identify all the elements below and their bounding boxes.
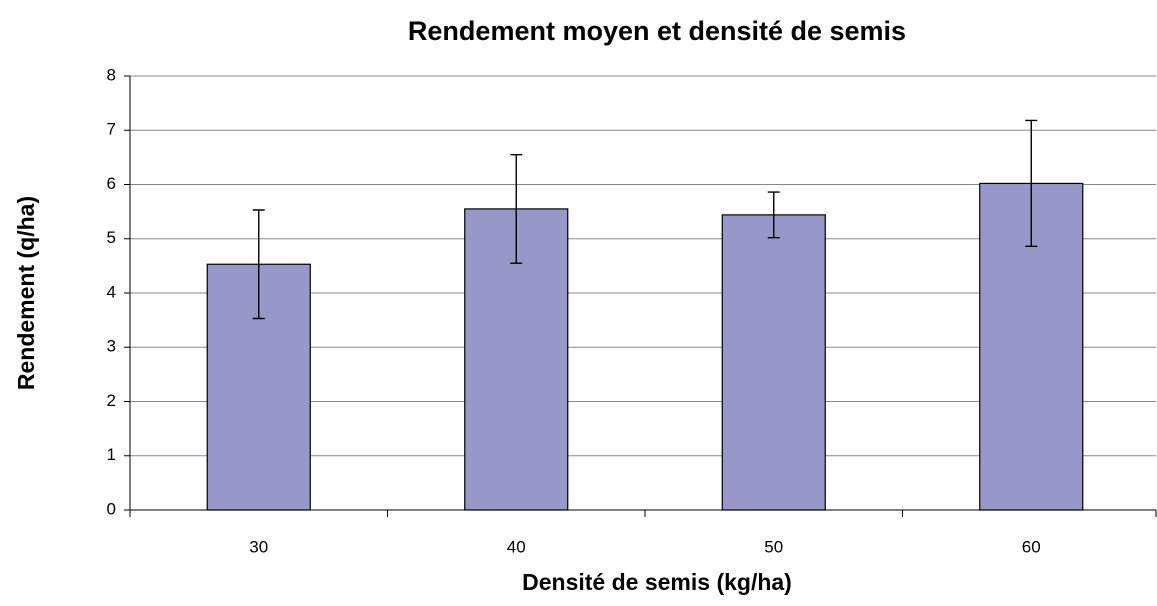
x-tick-label: 40 <box>507 537 526 556</box>
error-bar <box>767 191 780 239</box>
y-axis-title: Rendement (q/ha) <box>13 196 39 390</box>
error-bar <box>252 209 265 320</box>
y-tick-label: 0 <box>107 499 116 518</box>
y-tick-label: 5 <box>107 228 116 247</box>
y-tick-label: 4 <box>107 282 116 301</box>
y-tick-label: 6 <box>107 174 116 193</box>
y-tick-label: 1 <box>107 445 116 464</box>
y-tick-label: 3 <box>107 337 116 356</box>
error-bar <box>510 153 523 264</box>
x-tick-label: 60 <box>1022 537 1041 556</box>
error-bar <box>1025 119 1038 248</box>
bar <box>721 214 826 511</box>
chart-title: Rendement moyen et densité de semis <box>408 16 906 46</box>
x-axis-title: Densité de semis (kg/ha) <box>522 569 792 595</box>
y-tick-label: 7 <box>107 120 116 139</box>
y-tick-label: 8 <box>107 65 116 84</box>
y-tick-label: 2 <box>107 391 116 410</box>
x-tick-label: 50 <box>764 537 783 556</box>
x-tick-label: 30 <box>249 537 268 556</box>
